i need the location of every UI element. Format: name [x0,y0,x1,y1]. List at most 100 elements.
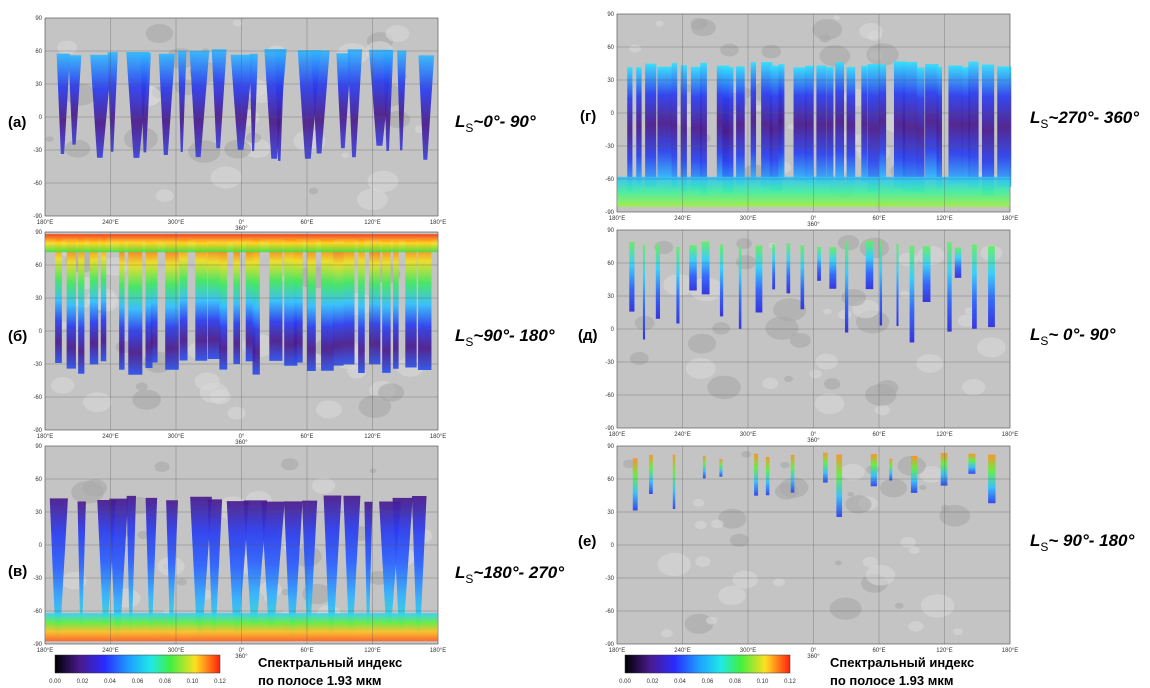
terrain [710,519,724,529]
season-label: LS~ 0°- 90° [1030,325,1116,348]
coverage-stripe [126,495,137,630]
lon-tick-label: 240°E [102,434,118,440]
coverage-stripe [629,242,635,312]
coverage-stripe [642,244,646,340]
coverage-stripe [405,240,417,368]
lat-tick-label: -30 [605,576,614,582]
terrain [227,406,246,420]
season-label: LS~270°- 360° [1030,108,1139,131]
terrain [866,43,899,66]
lon-tick-label: 120°E [936,216,952,222]
ls-subscript: S [465,121,473,135]
coverage-stripe [961,67,971,184]
terrain [64,83,97,106]
lat-tick-label: 30 [35,82,42,88]
terrain [623,459,636,469]
coverage-stripe [323,495,342,634]
coverage-stripe [719,244,724,317]
coverage-stripe [189,50,210,158]
terrain [741,450,752,458]
terrain [898,252,919,267]
coverage-stripe [636,67,642,186]
colorbar: 0.00 0.02 0.04 0.06 0.08 0.10 0.12 Спектральный… [619,654,974,688]
coverage-stripe [893,61,906,189]
terrain [232,19,243,27]
coverage-stripe [865,241,874,290]
terrain [687,333,717,354]
coverage-stripe [333,243,344,366]
lat-tick-label: -60 [33,395,42,401]
colorbar-tick-label: 0.04 [674,679,686,685]
terrain [862,556,878,568]
ls-subscript: S [465,572,473,586]
panel-label: (б) [8,328,27,345]
terrain [845,495,872,514]
coverage-stripe [736,66,745,185]
coverage-stripe [226,501,249,632]
lon-tick-label: 180°E [430,220,446,226]
colorbar-tick-label: 0.08 [159,679,171,685]
terrain [341,152,350,158]
terrain [939,504,971,527]
lon-tick-label: 120°E [364,648,380,654]
coverage-stripe [947,242,952,332]
terrain [900,536,916,548]
terrain [789,333,811,348]
terrain [132,389,161,410]
lat-tick-label: 0 [39,329,43,335]
coverage-stripe [418,55,435,160]
coverage-stripe [66,241,76,369]
coverage-stripe [968,61,979,188]
lat-tick-label: -90 [33,428,42,434]
coverage-stripe [261,501,285,627]
coverage-stripe [826,67,834,184]
ls-symbol: L [455,326,465,345]
lat-tick-label: 60 [607,45,614,51]
coverage-stripe [627,67,633,192]
coverage-stripe [252,238,260,375]
coverage-stripe [249,53,258,152]
lat-tick-label: -90 [33,642,42,648]
ls-symbol: L [1030,325,1040,344]
coverage-stripe [645,63,657,187]
lat-tick-label: 60 [35,49,42,55]
terrain [243,139,271,159]
lat-tick-label: 60 [35,477,42,483]
coverage-stripe [302,500,318,627]
lon-tick-label: 360° [807,222,820,228]
terrain [874,404,890,416]
lon-tick-label: 120°E [364,220,380,226]
terrain [83,392,112,413]
coverage-stripe [347,49,363,158]
coverage-stripe [243,500,268,624]
terrain [732,570,758,589]
terrain [815,353,838,370]
coverage-stripe [219,242,228,370]
coverage-stripe [805,65,814,184]
coverage-stripe [310,50,330,154]
terrain [188,140,221,163]
terrain [369,468,377,474]
lon-tick-label: 360° [807,438,820,444]
lon-tick-label: 0° [811,216,817,222]
coverage-stripe [207,242,221,359]
ls-symbol: L [455,112,465,131]
coverage-stripe [655,244,661,319]
terrain [812,19,843,40]
coverage-stripe [56,53,70,155]
coverage-stripe [940,453,948,486]
colorbar-tick-label: 0.06 [132,679,144,685]
terrain [629,44,642,53]
terrain [82,479,108,497]
coverage-stripe [823,452,828,483]
colorbar-tick-label: 0.06 [702,679,714,685]
lat-tick-label: 30 [607,510,614,516]
coverage-stripe [78,237,85,374]
colorbar-tick-label: 0.12 [784,679,796,685]
coverage-stripe [211,49,227,149]
terrain [814,393,845,415]
terrain [706,616,718,625]
terrain [308,187,319,195]
coverage-stripe [411,496,427,634]
